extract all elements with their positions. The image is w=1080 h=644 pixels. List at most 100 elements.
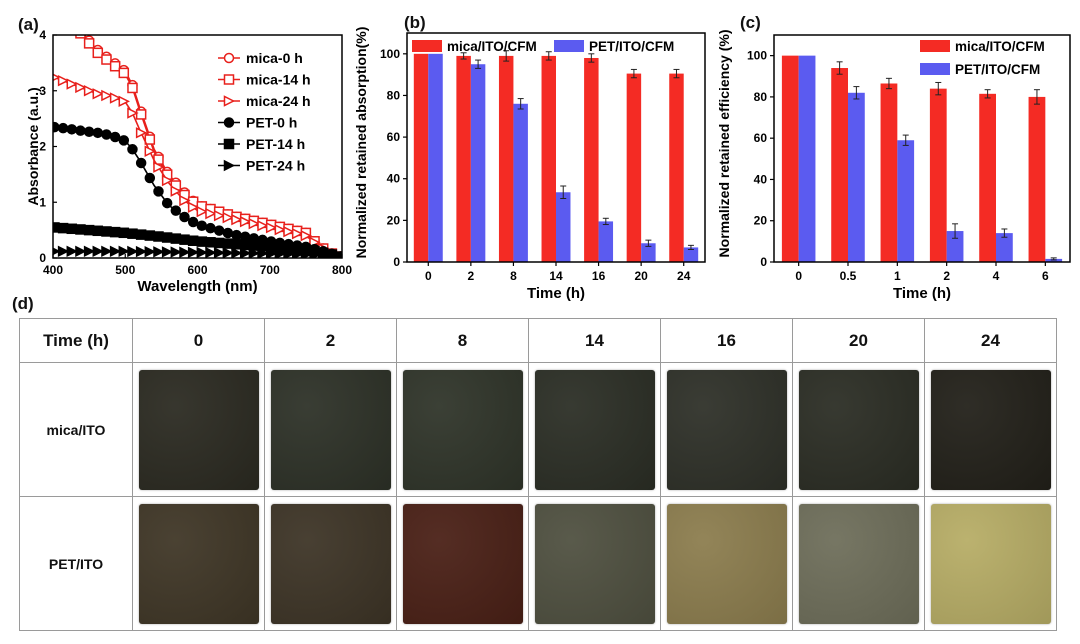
row-label-mica: mica/ITO <box>19 362 133 497</box>
photo-cell <box>528 362 661 497</box>
bar <box>897 140 915 262</box>
data-point <box>153 186 164 197</box>
x-tick-label: 4 <box>993 269 1000 283</box>
photo-cell <box>396 496 529 631</box>
data-point <box>127 82 138 94</box>
bar <box>946 231 964 262</box>
sample-photo <box>138 503 259 624</box>
data-point <box>109 131 121 143</box>
data-point <box>187 201 200 213</box>
data-point <box>118 135 130 146</box>
data-point <box>161 174 174 187</box>
x-tick-label: 2 <box>468 269 475 283</box>
x-tick-label: 1 <box>894 269 901 283</box>
y-tick-label: 0 <box>39 251 46 265</box>
bar <box>848 92 865 262</box>
photo-cell <box>924 496 1057 631</box>
x-tick-label: 14 <box>549 269 563 283</box>
bar <box>456 55 471 263</box>
time-col-24: 24 <box>924 318 1057 363</box>
legend-label: PET/ITO/CFM <box>955 62 1040 77</box>
plot-frame <box>773 34 1071 263</box>
bar <box>880 83 898 262</box>
sample-photo <box>270 369 391 490</box>
data-point <box>153 246 165 258</box>
row-label-pet: PET/ITO <box>19 496 133 631</box>
legend-label: PET-14 h <box>246 136 305 152</box>
data-point <box>222 227 234 239</box>
data-point <box>223 95 236 107</box>
time-col-20: 20 <box>792 318 925 363</box>
data-point <box>53 247 61 256</box>
x-tick-label: 400 <box>43 263 63 277</box>
legend-label: mica/ITO/CFM <box>447 39 537 54</box>
y-tick-label: 40 <box>754 172 768 186</box>
data-point <box>101 129 112 140</box>
data-point <box>223 74 235 85</box>
data-point <box>170 246 183 258</box>
data-point <box>231 247 243 258</box>
data-point <box>127 245 139 258</box>
data-point <box>239 215 252 228</box>
sample-photo <box>666 369 787 490</box>
x-axis-label: Time (h) <box>893 285 951 302</box>
data-point <box>66 78 78 90</box>
y-tick-label: 60 <box>754 131 768 145</box>
bar <box>598 221 614 262</box>
data-point <box>67 17 76 26</box>
bar <box>413 53 429 263</box>
y-tick-label: 3 <box>39 84 46 98</box>
data-point <box>187 216 199 228</box>
legend-label: PET-0 h <box>246 115 297 131</box>
data-point <box>213 225 225 236</box>
photo-cell <box>132 362 265 497</box>
x-tick-label: 2 <box>943 269 950 283</box>
data-point <box>291 227 304 240</box>
data-point <box>300 248 313 258</box>
data-point <box>283 225 295 238</box>
photo-cell <box>264 496 397 631</box>
data-point <box>223 138 235 150</box>
data-point <box>57 75 70 87</box>
data-point <box>66 124 78 135</box>
legend-label: mica-14 h <box>246 72 311 88</box>
y-tick-label: 60 <box>387 130 401 144</box>
x-tick-label: 8 <box>510 269 517 283</box>
data-point <box>109 60 121 72</box>
photo-cell <box>792 496 925 631</box>
y-tick-label: 40 <box>387 172 401 186</box>
photo-cell <box>792 362 925 497</box>
data-point <box>118 67 130 79</box>
photo-cell <box>924 362 1057 497</box>
data-point <box>127 144 138 155</box>
data-point <box>53 222 60 233</box>
data-point <box>118 245 130 258</box>
photo-cell <box>264 362 397 497</box>
bar <box>996 233 1013 262</box>
bar <box>831 68 848 262</box>
data-point <box>161 246 174 258</box>
data-point <box>53 73 61 82</box>
bar <box>498 55 514 263</box>
legend-label: mica-24 h <box>246 93 311 109</box>
data-point <box>144 245 156 258</box>
data-point <box>179 246 191 258</box>
data-point <box>161 232 173 243</box>
data-point <box>274 248 287 258</box>
data-point <box>57 245 70 258</box>
sample-photo <box>402 369 523 490</box>
data-point <box>291 248 304 258</box>
data-point <box>223 52 235 64</box>
data-point <box>153 161 165 173</box>
data-point <box>66 223 78 235</box>
bar <box>781 55 799 262</box>
x-axis-label: Wavelength (nm) <box>137 278 257 295</box>
sample-photo <box>930 369 1051 490</box>
panel-label-b: (b) <box>404 13 426 32</box>
y-tick-label: 100 <box>380 47 400 61</box>
y-tick-label: 4 <box>39 28 46 42</box>
data-point <box>59 9 68 18</box>
time-col-16: 16 <box>660 318 793 363</box>
y-tick-label: 20 <box>387 213 401 227</box>
data-point <box>179 194 191 207</box>
